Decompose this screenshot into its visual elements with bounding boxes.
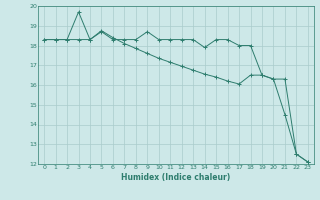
X-axis label: Humidex (Indice chaleur): Humidex (Indice chaleur) <box>121 173 231 182</box>
